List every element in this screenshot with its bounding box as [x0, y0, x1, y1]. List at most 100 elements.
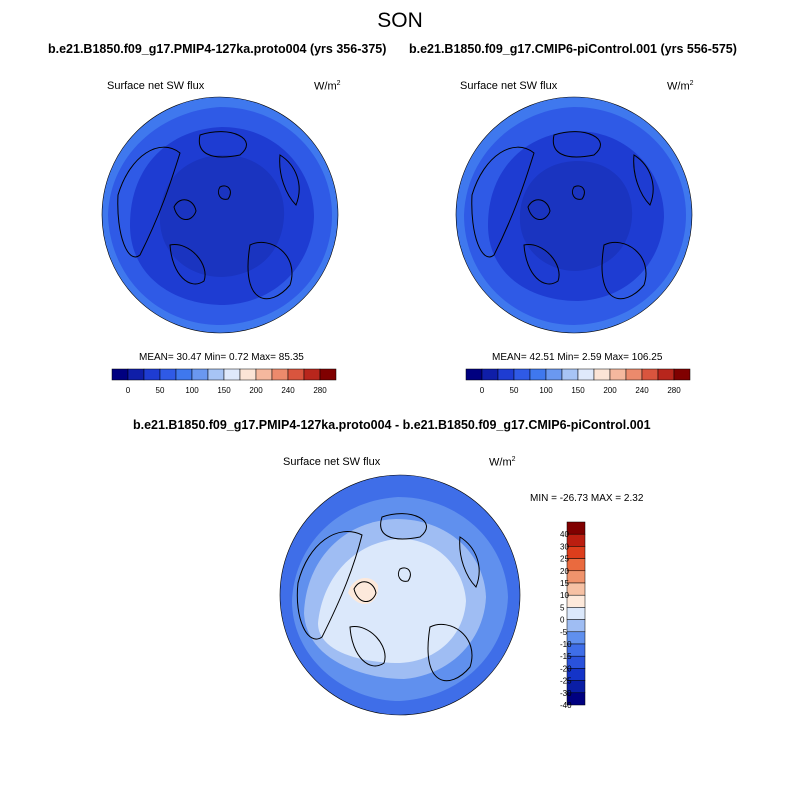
panel1-colorbar-tick-label: 0 [126, 386, 131, 395]
diff-colorbar-tick-label: 25 [560, 555, 569, 564]
panel1-units-label: W/m2 [314, 80, 341, 93]
diff-colorbar-tick-label: 40 [560, 530, 569, 539]
season-title: SON [377, 9, 423, 32]
panel2-variable-label: Surface net SW flux [460, 80, 558, 92]
panel1-stats: MEAN= 30.47 Min= 0.72 Max= 85.35 [139, 352, 304, 363]
panel2-colorbar-box [481, 368, 499, 381]
diff-coastlines [296, 513, 480, 682]
panel1-colorbar-box [319, 368, 337, 381]
diff-colorbar: 40 30 25 20 15 10 5 0 -5 -10 -15 -20 -25 -30 -40 [560, 521, 586, 710]
diff-colorbar-tick-label: 30 [560, 542, 569, 551]
panel1-core-band [159, 155, 285, 277]
panel2-units-label: W/m2 [667, 80, 694, 93]
panel2-coastlines [471, 131, 654, 300]
panel2-colorbar-box [497, 368, 515, 381]
diff-colorbar-tick-label: -40 [560, 701, 572, 710]
diff-stats: MIN = -26.73 MAX = 2.32 [530, 493, 644, 504]
panel2-colorbar-box [545, 368, 563, 381]
diff-colorbar-box [566, 619, 586, 633]
diff-variable-label: Surface net SW flux [283, 456, 381, 468]
panel2-islands [527, 185, 585, 220]
panel2-colorbar-box [577, 368, 595, 381]
panel1-coastlines [117, 131, 300, 300]
diff-colorbar-tick-label: -5 [560, 628, 568, 637]
panel1-colorbar-tick-label: 240 [281, 386, 295, 395]
diff-polar-map [279, 474, 521, 716]
panel1-colorbar-box [111, 368, 129, 381]
panel1-colorbar: 050100150200240280320 [111, 368, 337, 395]
panel1-colorbar-box [175, 368, 193, 381]
diff-units-label: W/m2 [489, 456, 516, 469]
panel2-colorbar-tick-label: 280 [667, 386, 681, 395]
panel2-colorbar: 050100150200240280320 [465, 368, 691, 395]
panel2-colorbar-box [609, 368, 627, 381]
panel1-colorbar-box [143, 368, 161, 381]
panel1-colorbar-box [271, 368, 289, 381]
panel2-colorbar-box [657, 368, 675, 381]
diff-colorbar-box [566, 582, 586, 596]
diff-colorbar-tick-label: -20 [560, 664, 572, 673]
diff-colorbar-box [566, 594, 586, 608]
panel2-colorbar-tick-label: 0 [480, 386, 485, 395]
panel2-colorbar-tick-label: 240 [635, 386, 649, 395]
panel2-polar-map [455, 96, 693, 334]
diff-colorbar-box [566, 533, 586, 547]
diff-colorbar-box [566, 692, 586, 706]
panel1-colorbar-box [303, 368, 321, 381]
panel2-colorbar-boxes [465, 368, 691, 381]
panel1-polar-map [101, 96, 339, 334]
panel1-colorbar-box [191, 368, 209, 381]
panel1-colorbar-box [127, 368, 145, 381]
panel2-colorbar-box [625, 368, 643, 381]
panel2-colorbar-box [529, 368, 547, 381]
panel2-colorbar-box [673, 368, 691, 381]
panel1-variable-label: Surface net SW flux [107, 80, 205, 92]
diff-colorbar-box [566, 570, 586, 584]
diff-colorbar-tick-label: 20 [560, 567, 569, 576]
diff-colorbar-tick-label: -25 [560, 677, 572, 686]
panel1-colorbar-box [207, 368, 225, 381]
diff-colorbar-tick-label: 0 [560, 616, 565, 625]
panel2-colorbar-tick-label: 100 [539, 386, 553, 395]
panel2-case-title: b.e21.B1850.f09_g17.CMIP6-piControl.001 … [409, 42, 737, 56]
diff-case-title: b.e21.B1850.f09_g17.PMIP4-127ka.proto004… [133, 418, 651, 432]
panel2-colorbar-box [641, 368, 659, 381]
diff-colorbar-ticks: 40 30 25 20 15 10 5 0 -5 -10 -15 -20 -25 -30 -40 [560, 530, 572, 710]
panel1-colorbar-boxes [111, 368, 337, 381]
panel1-case-title: b.e21.B1850.f09_g17.PMIP4-127ka.proto004… [48, 42, 387, 56]
panel2-colorbar-box [593, 368, 611, 381]
diff-colorbar-tick-label: -30 [560, 689, 572, 698]
panel1-islands [173, 185, 231, 220]
panel1-colorbar-box [223, 368, 241, 381]
diff-colorbar-box [566, 607, 586, 620]
panel1-colorbar-box [159, 368, 177, 381]
diff-colorbar-tick-label: 15 [560, 579, 569, 588]
panel2-colorbar-box [465, 368, 483, 381]
panel2-colorbar-ticks: 050100150200240280320 [480, 386, 681, 395]
diff-colorbar-box [566, 546, 586, 559]
diff-colorbar-tick-label: -10 [560, 640, 572, 649]
panel1-colorbar-tick-label: 100 [185, 386, 199, 395]
diff-colorbar-tick-label: -15 [560, 652, 572, 661]
diff-colorbar-tick-label: 10 [560, 591, 569, 600]
panel1-colorbar-box [287, 368, 305, 381]
panel1-colorbar-box [239, 368, 257, 381]
panel1-colorbar-tick-label: 280 [313, 386, 327, 395]
panel2-colorbar-tick-label: 50 [510, 386, 519, 395]
panel2-stats: MEAN= 42.51 Min= 2.59 Max= 106.25 [492, 352, 663, 363]
diff-colorbar-box [566, 558, 586, 572]
diff-colorbar-boxes [566, 521, 586, 706]
panel2-colorbar-tick-label: 150 [571, 386, 585, 395]
panel1-colorbar-box [255, 368, 273, 381]
panel1-colorbar-tick-label: 50 [156, 386, 165, 395]
panel2-colorbar-tick-label: 200 [603, 386, 617, 395]
diff-colorbar-tick-label: 5 [560, 603, 565, 612]
diff-colorbar-box [566, 521, 586, 535]
panel2-colorbar-box [513, 368, 531, 381]
panel1-colorbar-tick-label: 150 [217, 386, 231, 395]
panel1-colorbar-tick-label: 200 [249, 386, 263, 395]
diff-islands [353, 567, 411, 602]
panel2-colorbar-box [561, 368, 579, 381]
panel2-core-band [519, 161, 633, 271]
diff-positive-patch [348, 578, 379, 605]
